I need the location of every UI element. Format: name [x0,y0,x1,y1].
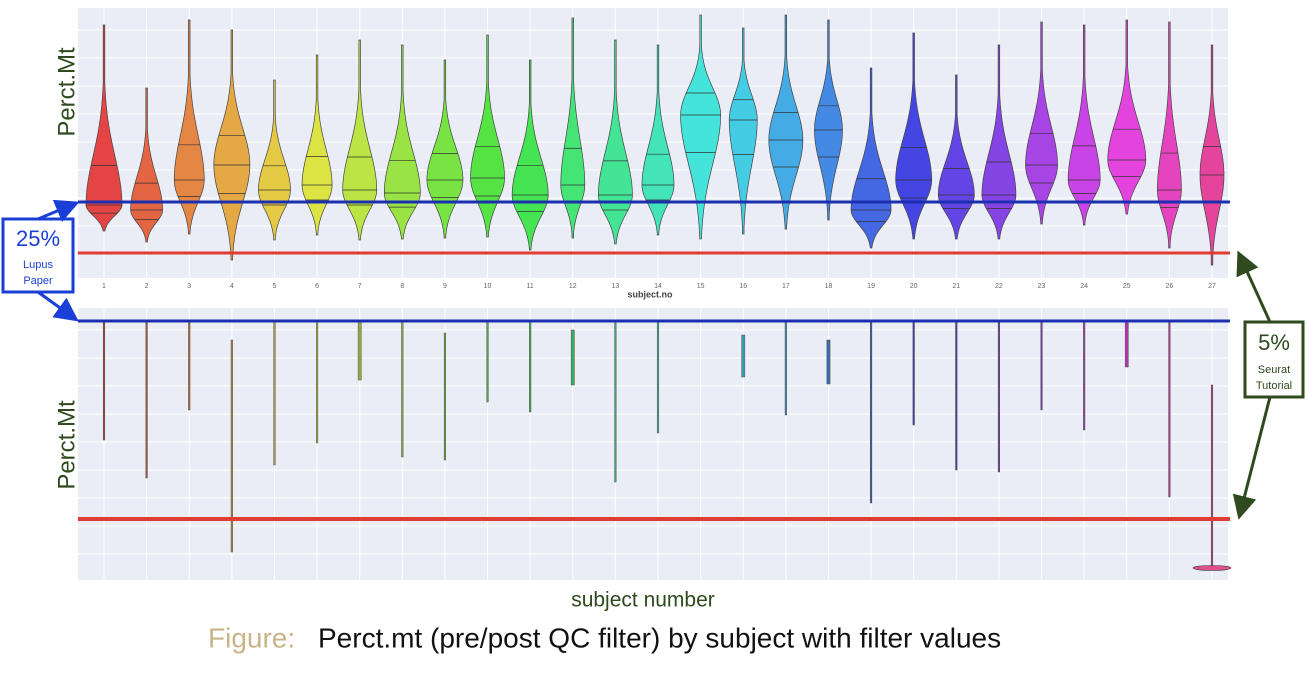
x-tick-label: 21 [952,283,960,290]
violin [641,44,675,236]
violin [1107,19,1147,215]
thin-violin [1040,320,1043,411]
x-tick-label: 26 [1165,283,1173,290]
thin-violin [955,320,958,471]
x-axis-label: subject number [571,589,715,612]
x-tick-label: 27 [1208,283,1216,290]
callout-text: Seurat [1258,364,1290,376]
violin [258,79,291,241]
caption: Perct.mt (pre/post QC filter) by subject… [318,622,1001,653]
callout-text: Tutorial [1256,380,1292,392]
callout-value: 5% [1258,330,1290,355]
x-tick-label: 15 [697,283,705,290]
thin-violin [188,320,191,411]
thin-violin-bulb [1192,565,1232,571]
thin-violin [1210,384,1214,571]
violin [814,19,843,221]
violin [728,27,758,235]
violin [383,44,421,240]
violin [470,34,505,238]
post-qc-violins [102,320,1232,571]
x-tick-label: 6 [315,283,319,290]
thin-violin [401,320,404,458]
x-tick-label: 1 [102,283,106,290]
violin [895,32,933,240]
y-axis-label: Perct.Mt [53,400,80,490]
callout-text: Lupus [23,259,53,271]
x-tick-label: 17 [782,283,790,290]
x-tick-label: 19 [867,283,875,290]
thin-violin [570,329,575,386]
x-tick-label: 7 [358,283,362,290]
violin [981,44,1017,240]
x-tick-label: 24 [1080,283,1088,290]
violin [1157,21,1182,249]
violin [426,59,464,239]
violin [937,74,975,240]
y-axis-label: Perct.Mt [53,47,80,137]
thin-violin [1168,320,1171,498]
thin-violin [826,339,831,385]
x-ticks: 1 2 3 4 5 6 7 8 9 10 11 12 13 14 15 16 17 18 19 20 21 22 23 24 2… [102,283,1216,290]
thin-violin [870,320,873,504]
x-tick-label: 16 [739,283,747,290]
thin-violin [1124,320,1129,368]
x-tick-label: 22 [995,283,1003,290]
violin [768,14,804,230]
thin-violin [656,320,660,434]
x-tick-label: 18 [825,283,833,290]
thin-violin [230,339,233,553]
x-tick-label: 14 [654,283,662,290]
thin-violin [912,320,915,426]
violin [680,14,721,240]
x-tick-label: 5 [273,283,277,290]
thin-violin [1083,320,1086,431]
violin [1067,24,1101,226]
thin-violin [741,334,746,378]
callout-box [1243,320,1305,399]
x-tick-label: 13 [611,283,619,290]
thin-violin [784,320,787,416]
x-tick-label: 12 [569,283,577,290]
thin-violin [357,320,362,381]
arrow [1236,250,1272,323]
violin [560,17,586,239]
x-tick-label: 11 [527,283,534,290]
violin [173,19,205,235]
thin-violin [529,320,532,413]
arrow [37,199,80,222]
violin [598,39,633,245]
x-tick-label: 10 [484,283,492,290]
x-tick-label: 9 [443,283,447,290]
thin-violin [145,320,148,479]
x-tick-label: 20 [910,283,918,290]
violin [1199,44,1225,266]
thin-violin [102,320,106,441]
x-tick-label: 23 [1038,283,1046,290]
callout-value: 25% [16,226,60,251]
thin-violin [443,332,446,461]
thin-violin [486,320,489,403]
x-tick-label: 25 [1123,283,1131,290]
callout-text: Paper [23,275,53,287]
arrow [1232,396,1272,520]
x-tick-label: 8 [400,283,404,290]
x-axis-label: subject.no [627,289,673,299]
violin [85,24,123,232]
caption-prefix: Figure: [208,622,295,653]
violin [301,54,333,236]
thin-violin [273,320,276,466]
violin [1025,21,1058,225]
x-tick-label: 2 [145,283,149,290]
thin-violin [614,320,617,483]
x-tick-label: 3 [187,283,191,290]
thin-violin [997,320,1000,473]
bottom-panel [78,308,1228,580]
x-tick-label: 4 [230,283,234,290]
arrow [37,290,79,322]
thin-violin [316,320,319,444]
